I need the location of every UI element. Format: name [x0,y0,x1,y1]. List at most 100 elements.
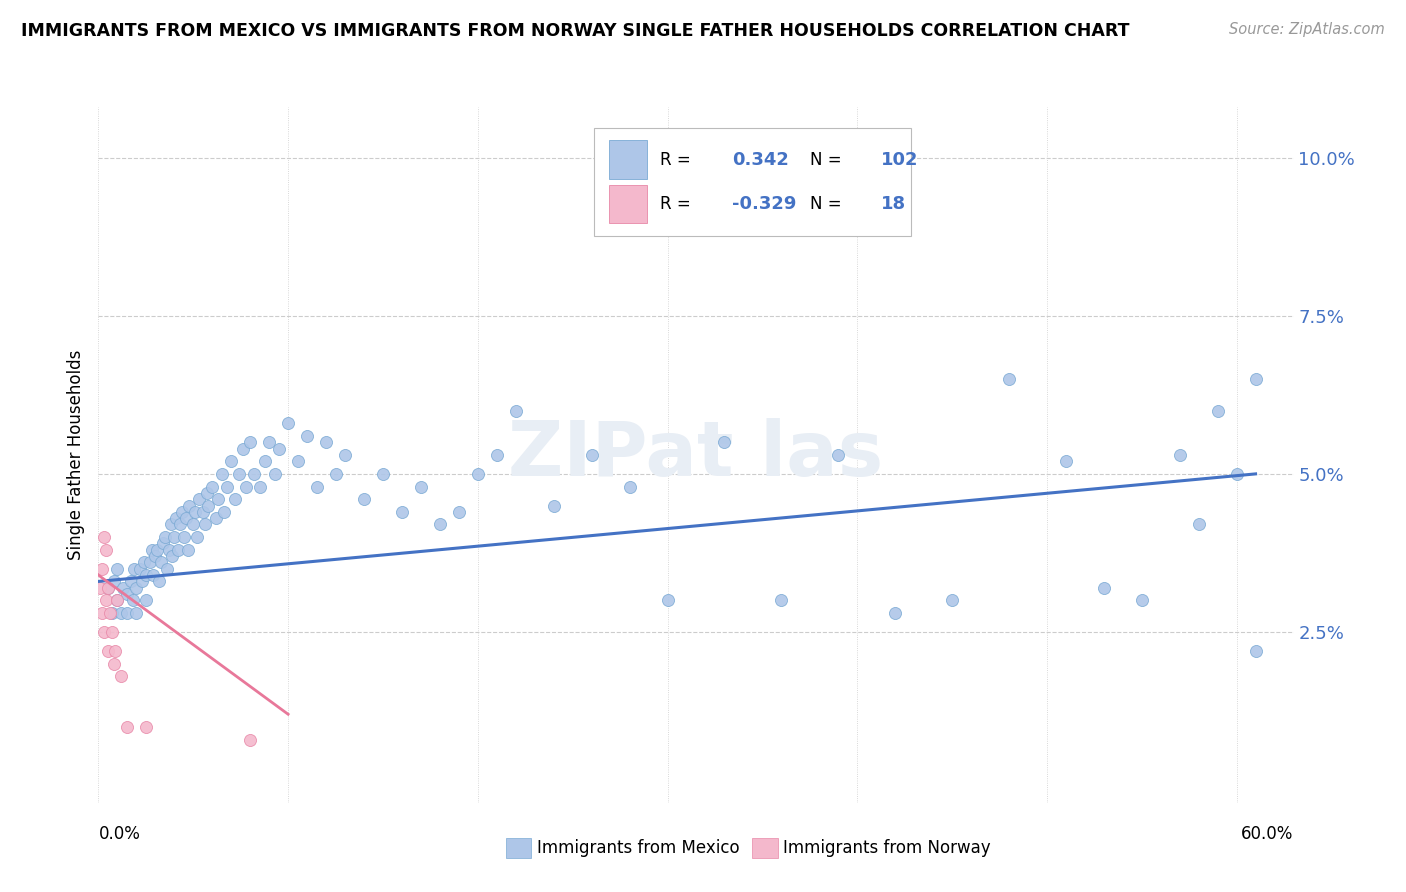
Point [103,657,125,671]
Point [1244,372,1267,386]
Point [713,435,735,450]
Point [235,479,257,493]
Point [97,581,120,595]
Point [333,448,356,462]
Text: Immigrants from Mexico: Immigrants from Mexico [537,839,740,857]
Point [89,581,111,595]
Text: N =: N = [810,195,841,213]
Point [188,492,211,507]
Point [138,556,160,570]
Point [1188,517,1211,532]
Point [249,479,271,493]
Point [201,479,224,493]
Point [217,479,239,493]
Point [124,562,146,576]
Point [135,568,157,582]
Point [176,542,198,557]
Point [115,606,138,620]
Text: -0.329: -0.329 [733,195,796,213]
Point [315,435,337,450]
Point [353,492,375,507]
Point [325,467,347,481]
Point [121,593,143,607]
Text: R =: R = [661,195,690,213]
Point [224,492,246,507]
Point [103,574,125,589]
Point [257,435,280,450]
Point [152,536,174,550]
Point [391,505,413,519]
Text: 60.0%: 60.0% [1241,825,1294,843]
Point [1206,403,1229,417]
Point [941,593,963,607]
Point [157,542,180,557]
Point [115,720,138,734]
Point [105,593,128,607]
Point [98,606,121,620]
Point [827,448,849,462]
Point [125,581,148,595]
Point [1092,581,1115,595]
Point [170,505,193,519]
Point [112,581,135,595]
Point [581,448,603,462]
Point [110,606,132,620]
Point [91,562,114,576]
Point [174,511,197,525]
Point [239,732,262,747]
Y-axis label: Single Father Households: Single Father Households [67,350,86,560]
Point [110,669,132,683]
Point [94,593,117,607]
Point [169,517,191,532]
Point [657,593,679,607]
Point [243,467,266,481]
Point [100,625,122,640]
Point [884,606,907,620]
Point [207,492,229,507]
Point [195,486,218,500]
Point [467,467,489,481]
Text: IMMIGRANTS FROM MEXICO VS IMMIGRANTS FROM NORWAY SINGLE FATHER HOUSEHOLDS CORREL: IMMIGRANTS FROM MEXICO VS IMMIGRANTS FRO… [21,22,1129,40]
Point [153,530,176,544]
Point [239,435,262,450]
Point [125,606,148,620]
Point [184,505,207,519]
Point [277,417,299,431]
Point [1054,454,1077,468]
Point [91,606,114,620]
Point [219,454,242,468]
Point [104,644,127,658]
Point [105,593,128,607]
Point [254,454,277,468]
Point [228,467,250,481]
Point [485,448,508,462]
Point [1130,593,1153,607]
Point [263,467,285,481]
Point [93,625,115,640]
Point [998,372,1021,386]
Text: N =: N = [810,151,841,169]
Point [1226,467,1249,481]
Point [447,505,470,519]
Point [205,511,228,525]
Point [97,581,120,595]
Point [141,542,163,557]
Point [146,542,169,557]
Point [105,562,128,576]
Point [287,454,309,468]
Bar [609,140,647,178]
Point [93,530,115,544]
Point [179,499,201,513]
Point [132,556,155,570]
Point [97,644,120,658]
Point [186,530,208,544]
Point [267,442,290,456]
Point [295,429,318,443]
Point [371,467,394,481]
Text: Immigrants from Norway: Immigrants from Norway [783,839,991,857]
Point [162,549,184,563]
Point [163,530,186,544]
Point [165,511,187,525]
Point [131,574,153,589]
Point [100,606,122,620]
